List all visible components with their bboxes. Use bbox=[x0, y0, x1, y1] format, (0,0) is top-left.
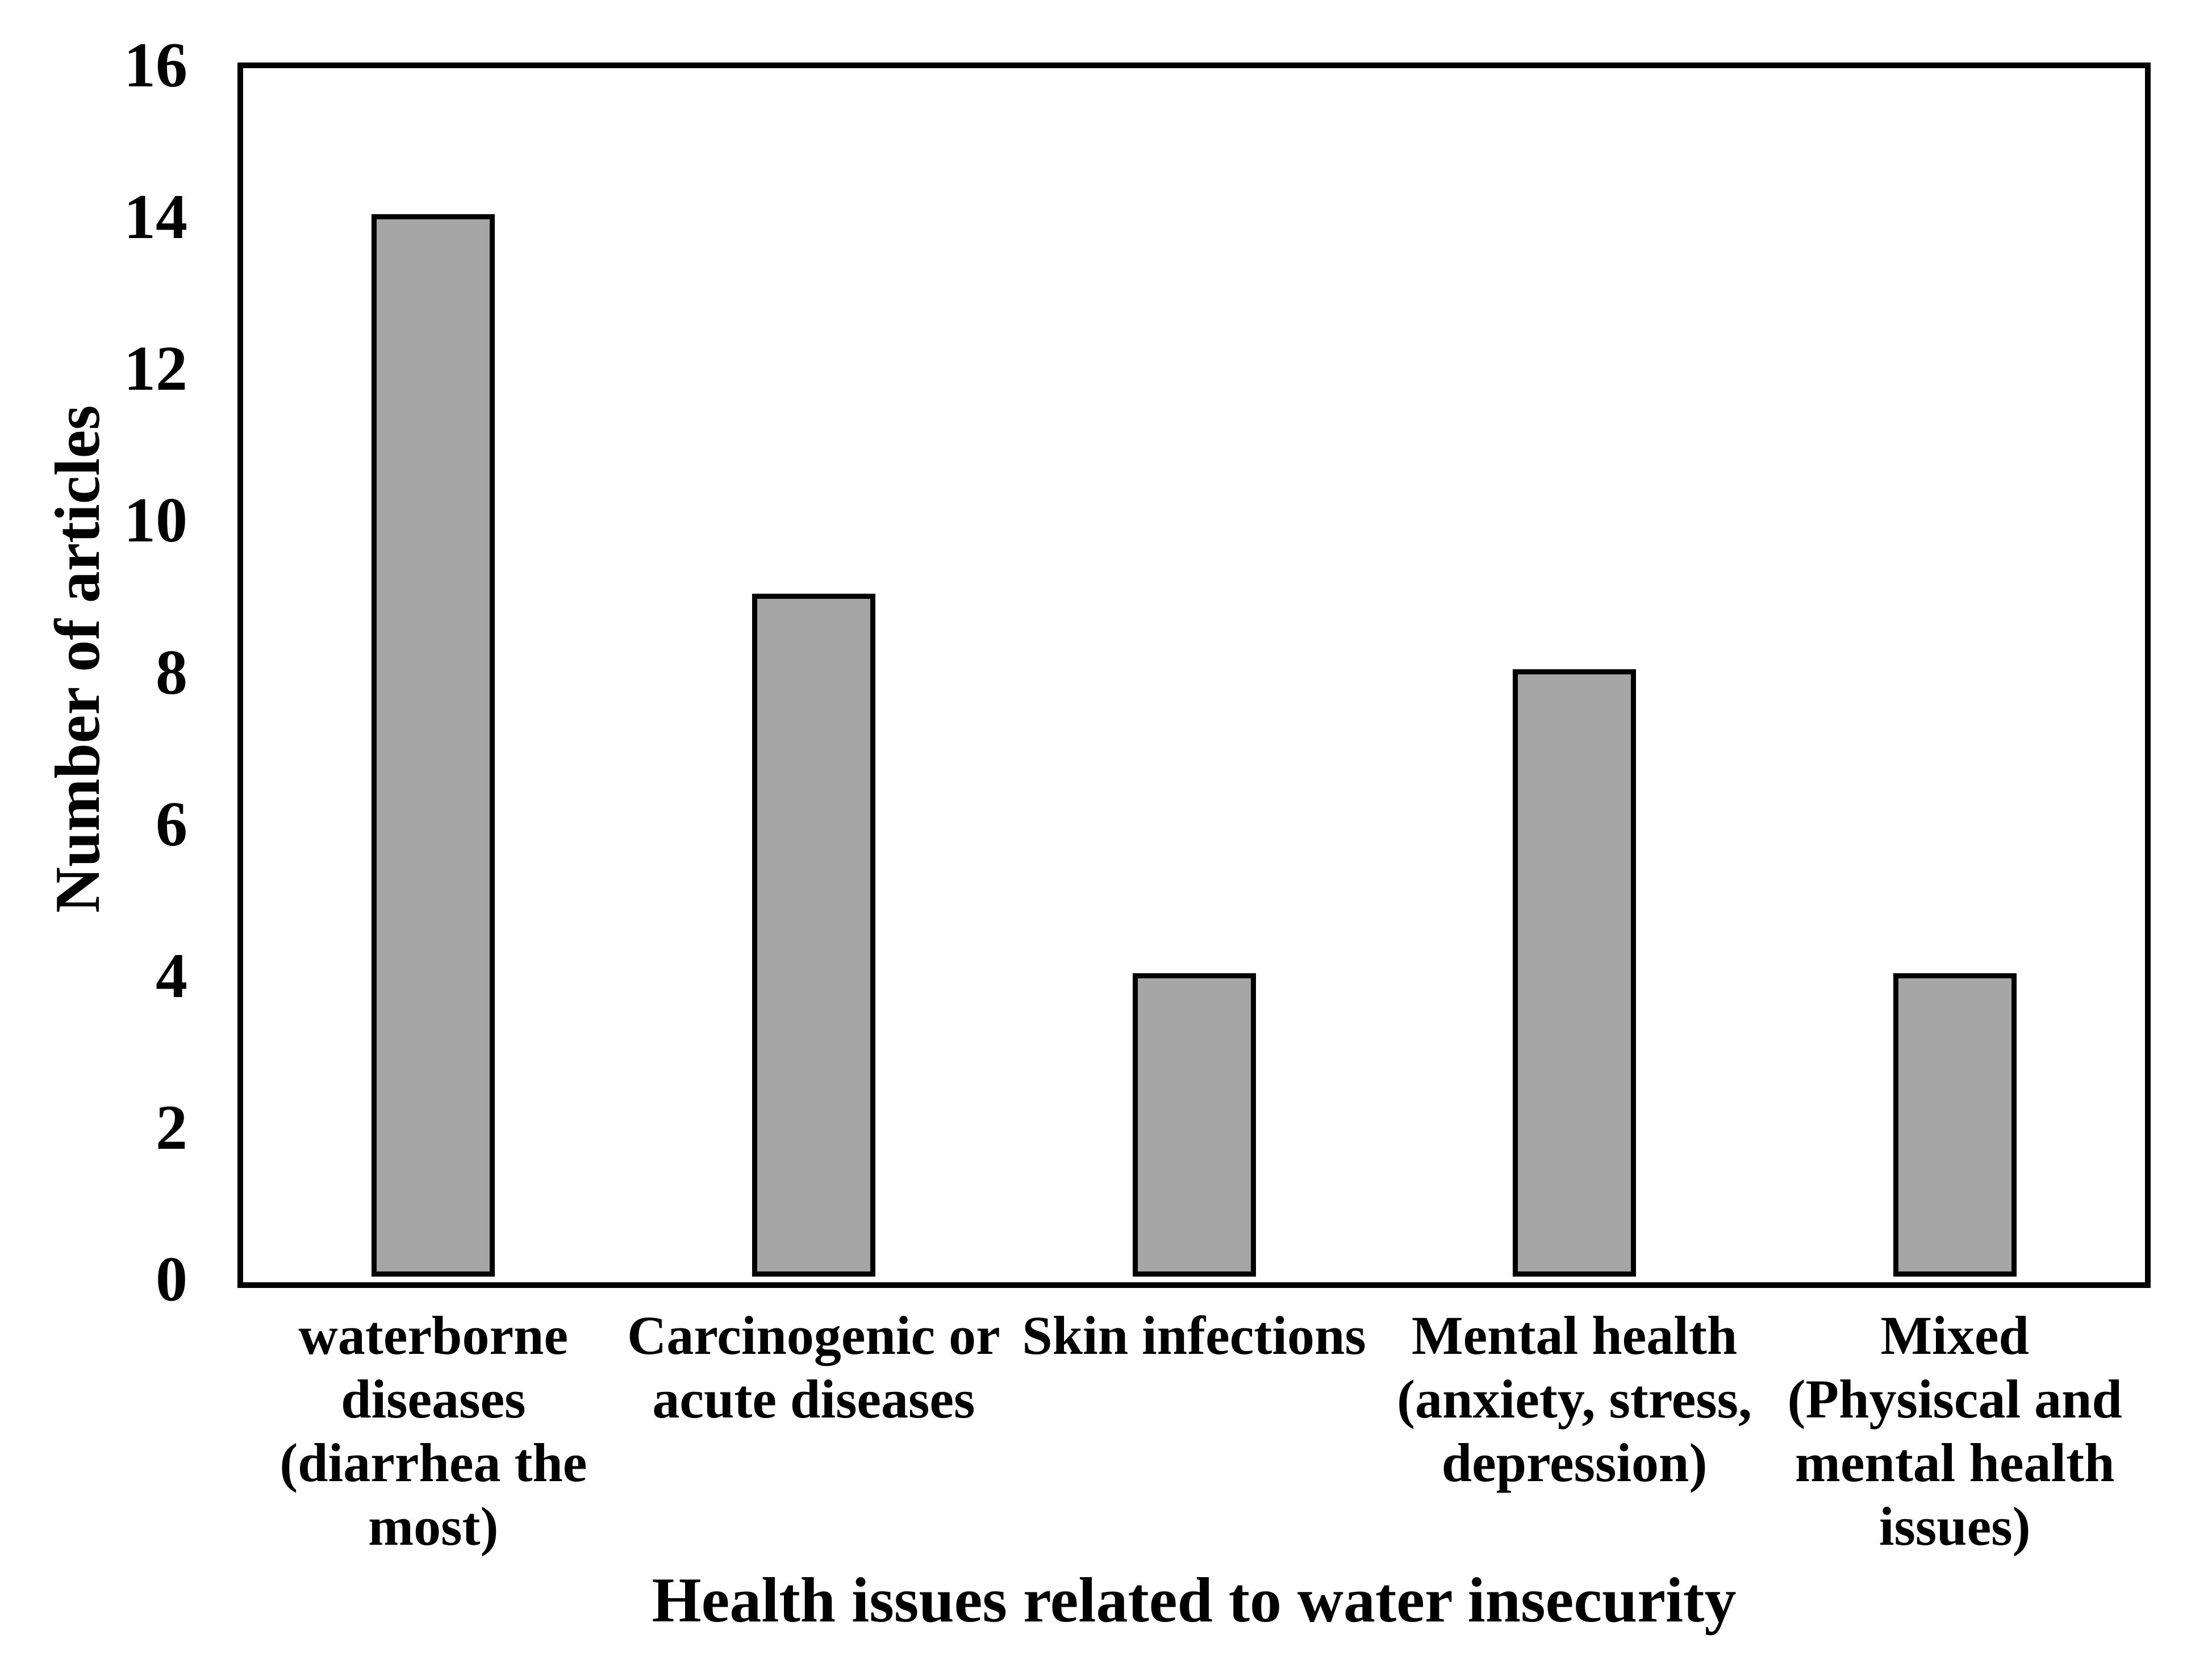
category-label-line: issues) bbox=[1879, 1496, 2031, 1557]
y-tick-label: 16 bbox=[124, 30, 187, 101]
bar bbox=[1133, 973, 1256, 1277]
y-tick-label: 8 bbox=[156, 637, 187, 708]
bar bbox=[1513, 669, 1636, 1277]
category-label-line: most) bbox=[368, 1496, 499, 1557]
x-category-label: Mental health (anxiety, stress, depression… bbox=[1384, 1304, 1766, 1495]
category-label-line: Carcinogenic or bbox=[627, 1305, 1000, 1366]
x-category-label: waterborne diseases (diarrhea the most) bbox=[243, 1304, 624, 1558]
x-category-label: Skin infections bbox=[1003, 1304, 1385, 1368]
y-tick-label: 2 bbox=[156, 1092, 187, 1163]
category-label-line: Skin infections bbox=[1022, 1305, 1366, 1366]
y-tick-label: 4 bbox=[156, 940, 187, 1011]
y-tick-label: 12 bbox=[124, 333, 187, 405]
x-category-label: Mixed (Physiscal and mental health issues) bbox=[1764, 1304, 2146, 1558]
category-label-line: (diarrhea the bbox=[279, 1432, 587, 1493]
category-label-line: waterborne bbox=[298, 1305, 569, 1366]
category-label-line: depression) bbox=[1441, 1432, 1708, 1493]
bar bbox=[1893, 973, 2017, 1277]
category-label-line: diseases bbox=[341, 1369, 526, 1429]
y-tick-label: 10 bbox=[124, 485, 187, 556]
y-tick-label: 6 bbox=[156, 789, 187, 860]
bar bbox=[372, 214, 495, 1277]
category-label-line: (anxiety, stress, bbox=[1397, 1369, 1752, 1429]
category-label-line: (Physiscal and bbox=[1787, 1369, 2122, 1429]
category-label-line: acute diseases bbox=[652, 1369, 975, 1429]
category-label-line: Mixed bbox=[1880, 1305, 2029, 1366]
y-tick-label: 0 bbox=[156, 1244, 187, 1315]
y-tick-label: 14 bbox=[124, 182, 187, 253]
x-category-label: Carcinogenic or acute diseases bbox=[623, 1304, 1004, 1431]
category-label-line: Mental health bbox=[1411, 1305, 1738, 1366]
x-axis-title: Health issues related to water insecurit… bbox=[652, 1565, 1737, 1636]
bar bbox=[752, 594, 875, 1277]
category-label-line: mental health bbox=[1794, 1432, 2115, 1493]
